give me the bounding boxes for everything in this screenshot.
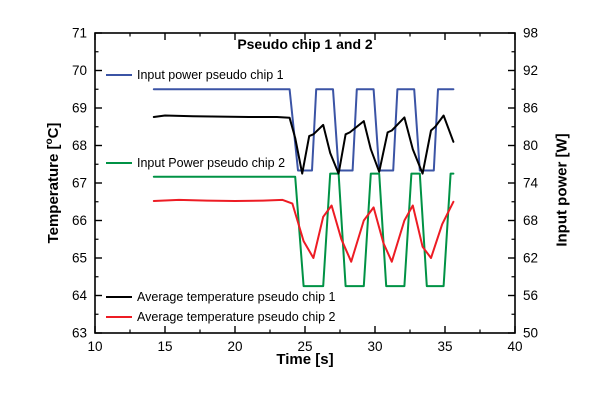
y-right-tick-label: 68	[523, 213, 538, 228]
x-tick-label: 25	[297, 339, 312, 354]
legend-line-sample-black	[106, 296, 132, 298]
series-line-3	[152, 198, 455, 263]
y-right-tick-label: 56	[523, 288, 538, 303]
legend-item-input-power-chip2: Input Power pseudo chip 2	[106, 156, 285, 170]
y-right-tick-label: 62	[523, 251, 538, 266]
series-line-2	[152, 114, 455, 175]
y-left-tick-label: 65	[72, 251, 87, 266]
chart-title: Pseudo chip 1 and 2	[237, 36, 373, 52]
legend-item-input-power-chip1: Input power pseudo chip 1	[106, 68, 284, 82]
axis-box	[94, 32, 516, 334]
legend-line-sample-green	[106, 162, 132, 164]
legend-label: Input power pseudo chip 1	[137, 68, 284, 82]
series-line-1	[152, 172, 455, 288]
legend-item-avg-temp-chip1: Average temperature pseudo chip 1	[106, 290, 336, 304]
legend-label: Input Power pseudo chip 2	[137, 156, 286, 170]
y-right-tick-label: 50	[523, 326, 538, 341]
y-right-tick-label: 80	[523, 138, 538, 153]
y-left-tick-label: 71	[72, 26, 87, 41]
left-axis-title: Temperature [oC]	[44, 123, 62, 244]
x-tick-label: 35	[437, 339, 452, 354]
right-axis-title: Input power [W]	[553, 133, 571, 247]
legend-label: Average temperature pseudo chip 1	[137, 290, 336, 304]
legend-item-avg-temp-chip2: Average temperature pseudo chip 2	[106, 310, 336, 324]
legend-label: Average temperature pseudo chip 2	[137, 310, 336, 324]
y-right-tick-label: 74	[523, 176, 539, 191]
left-axis-title-post: C]	[45, 122, 62, 139]
x-tick-label: 15	[157, 339, 172, 354]
y-left-tick-label: 63	[72, 326, 87, 341]
y-right-tick-label: 86	[523, 101, 538, 116]
legend-line-sample-red	[106, 316, 132, 318]
x-tick-label: 20	[227, 339, 242, 354]
left-axis-title-pre: Temperature [	[45, 144, 62, 244]
y-left-tick-label: 70	[72, 63, 87, 78]
x-axis-title: Time [s]	[276, 351, 334, 368]
degree-symbol: o	[44, 138, 55, 145]
y-left-tick-label: 66	[72, 213, 87, 228]
y-left-tick-label: 68	[72, 138, 87, 153]
x-tick-label: 10	[87, 339, 102, 354]
x-tick-label: 30	[367, 339, 382, 354]
y-right-tick-label: 92	[523, 63, 538, 78]
y-left-tick-label: 64	[72, 288, 88, 303]
y-left-tick-label: 67	[72, 176, 87, 191]
legend-line-sample-blue	[106, 74, 132, 76]
y-right-tick-label: 98	[523, 26, 538, 41]
y-left-tick-label: 69	[72, 101, 87, 116]
x-tick-label: 40	[507, 339, 522, 354]
